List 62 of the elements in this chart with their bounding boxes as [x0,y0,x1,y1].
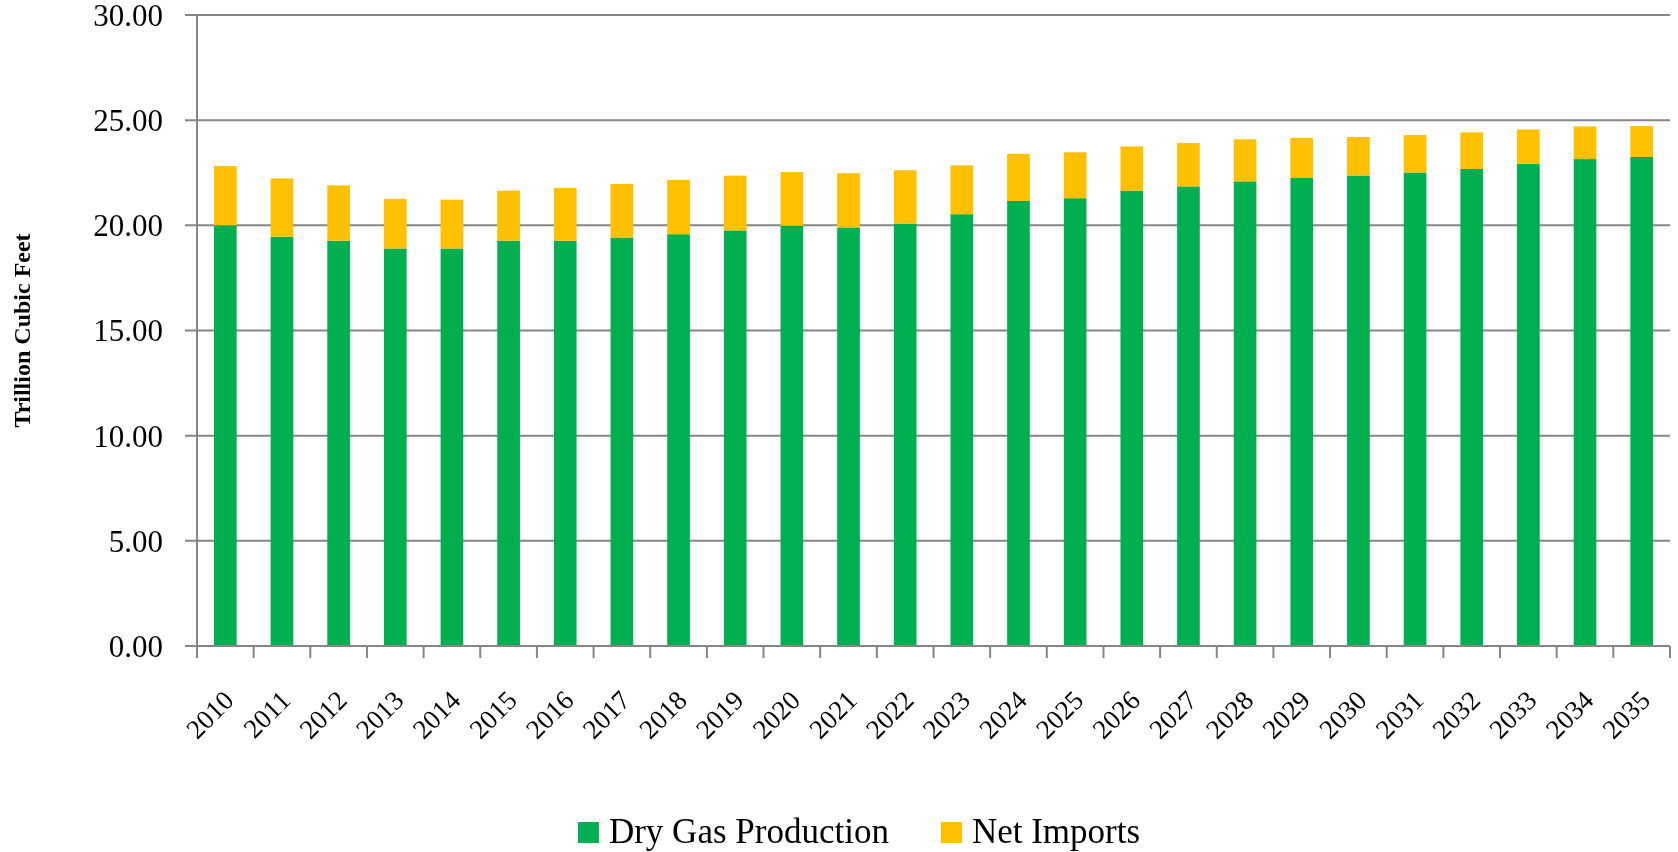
y-tick-label: 30.00 [93,0,163,33]
bar [497,190,520,241]
bar [1007,153,1030,201]
bar [1517,163,1540,646]
bar [893,223,917,646]
bar [1573,126,1597,160]
bar [1120,146,1144,191]
bar [383,248,407,646]
bar [1347,175,1370,646]
bar [1573,159,1597,646]
bar [667,179,690,235]
legend-label: Dry Gas Production [608,812,889,851]
y-tick-label: 10.00 [93,418,163,454]
bar [440,248,464,646]
bar [1177,143,1200,187]
bar [1347,136,1370,176]
bar [1630,156,1653,646]
y-axis-title: Trillion Cubic Feet [9,233,35,428]
bar [270,178,294,237]
bar [553,187,577,241]
y-tick-label: 25.00 [93,103,163,139]
bar [610,183,634,238]
bar [327,240,350,646]
bar [780,225,804,646]
bar [1403,135,1427,173]
bar [1460,132,1484,169]
bar [1290,137,1314,179]
bar [950,165,974,215]
bar [1630,126,1653,157]
bar [1063,198,1087,646]
bar [837,173,860,228]
bar [723,230,747,646]
bar [1007,200,1030,646]
bar [1120,190,1144,646]
bar [1233,181,1257,646]
bar [1403,172,1427,646]
bar [270,236,294,646]
y-tick-label: 0.00 [108,628,163,664]
bar [327,185,350,241]
bar [1290,178,1314,646]
bar [1177,186,1200,646]
bar [214,225,237,646]
bar [893,170,917,224]
bar [440,199,464,249]
bar [780,172,804,226]
bar [1460,168,1484,646]
bar [553,240,577,646]
bar [214,166,237,226]
bar [383,198,407,249]
bar [1063,152,1087,199]
y-tick-label: 5.00 [108,523,163,559]
legend-label: Net Imports [971,812,1141,851]
bar [723,175,747,231]
bar [1233,139,1257,182]
bar [950,214,974,646]
bar [667,234,690,646]
bar [837,227,860,646]
bar [497,240,520,646]
y-tick-label: 20.00 [93,208,163,244]
bar [1517,129,1540,164]
bar [610,237,634,646]
y-tick-label: 15.00 [93,313,163,349]
